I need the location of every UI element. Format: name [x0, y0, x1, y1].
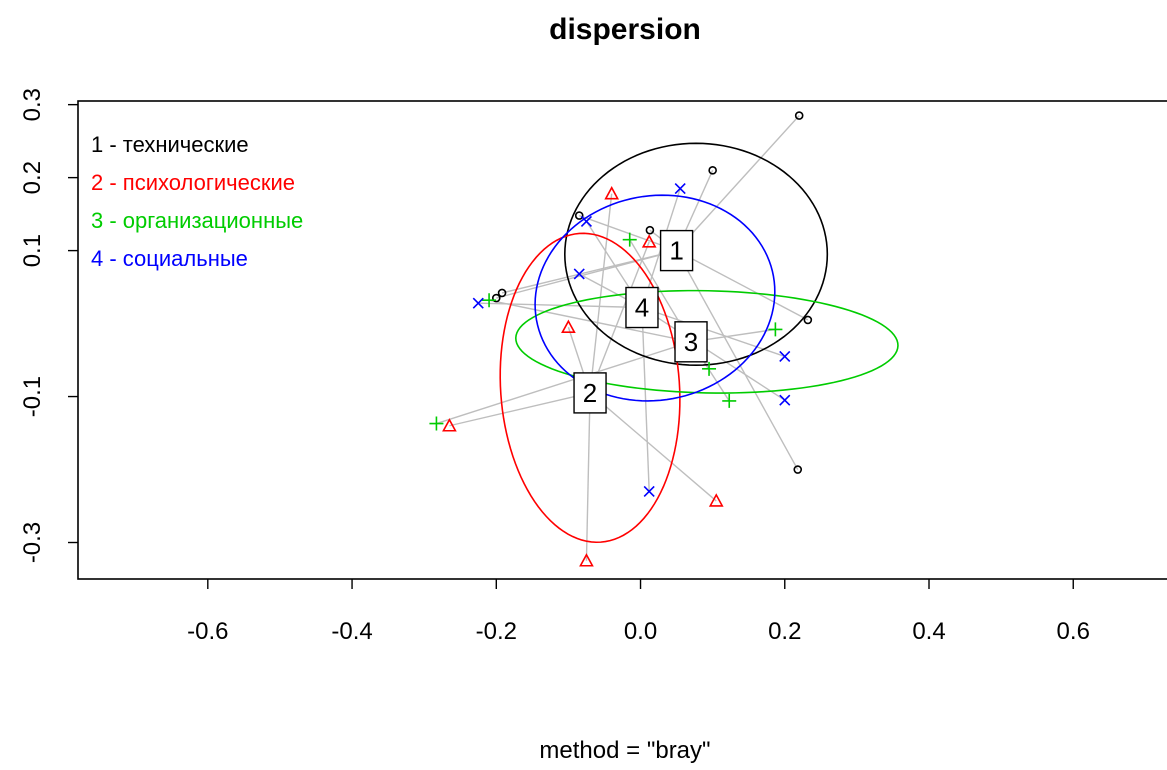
legend-entry-4: 4 - социальные — [91, 246, 248, 271]
ellipse-group-1 — [563, 142, 829, 366]
point-group-2 — [641, 234, 657, 248]
point-group-1 — [708, 166, 717, 175]
y-tick-label: 0.3 — [19, 88, 46, 121]
y-tick-label: 0.1 — [19, 234, 46, 267]
ellipse-group-2 — [499, 232, 681, 544]
segment-group-3 — [488, 299, 692, 343]
y-tick-label: -0.3 — [19, 522, 46, 563]
centroid-label-3: 3 — [684, 327, 698, 357]
segment-group-3 — [436, 341, 692, 425]
point-group-2 — [561, 319, 576, 334]
segment-group-2 — [589, 193, 613, 393]
segment-group-2 — [449, 392, 591, 427]
x-tick-label: 0.2 — [768, 618, 801, 645]
group-ellipses — [499, 142, 899, 544]
point-group-1 — [793, 465, 803, 474]
plot-frame — [77, 100, 1167, 580]
ellipse-group-3 — [514, 289, 899, 394]
point-group-4 — [580, 215, 593, 227]
point-group-2 — [442, 418, 457, 432]
data-points — [429, 111, 813, 567]
point-group-1 — [803, 315, 813, 325]
spider-segments — [436, 115, 809, 561]
segment-group-1 — [676, 249, 809, 321]
centroid-label-4: 4 — [635, 293, 649, 323]
x-axis-label: method = "bray" — [539, 737, 710, 764]
point-group-3 — [622, 232, 637, 247]
point-group-3 — [482, 293, 497, 308]
point-group-3 — [702, 361, 717, 376]
centroid-box-4 — [625, 286, 659, 329]
point-group-4 — [674, 183, 686, 195]
point-group-2 — [579, 553, 594, 567]
legend-entry-1: 1 - технические — [91, 132, 249, 157]
point-group-4 — [573, 268, 585, 280]
legend-entry-2: 2 - психологические — [91, 170, 295, 195]
centroid-label-1: 1 — [669, 236, 683, 266]
y-tick-label: -0.1 — [19, 376, 46, 417]
centroid-box-2 — [573, 372, 607, 414]
x-tick-label: 0.0 — [624, 618, 657, 645]
point-group-3 — [768, 322, 783, 337]
x-tick-label: 0.4 — [912, 618, 945, 645]
chart-title: dispersion — [549, 13, 701, 46]
point-group-1 — [574, 211, 584, 220]
ellipse-group-4 — [534, 194, 776, 402]
point-group-4 — [779, 394, 791, 406]
segment-group-2 — [585, 392, 591, 561]
group-centroids: 1 2 3 4 — [573, 229, 708, 414]
centroid-label-2: 2 — [583, 378, 597, 408]
x-tick-label: -0.6 — [187, 618, 228, 645]
segment-group-4 — [641, 306, 786, 401]
point-group-3 — [429, 416, 444, 431]
point-group-1 — [794, 111, 804, 120]
point-group-2 — [708, 493, 724, 507]
segment-group-4 — [478, 302, 642, 309]
point-group-3 — [722, 393, 737, 408]
centroid-box-1 — [659, 229, 694, 272]
point-group-4 — [472, 297, 484, 309]
point-group-4 — [779, 350, 791, 362]
point-group-1 — [497, 288, 507, 298]
y-tick-label: 0.2 — [19, 161, 46, 194]
point-group-1 — [491, 293, 501, 303]
point-group-2 — [604, 186, 620, 200]
legend: 1 - технические 2 - психологические 3 - ор… — [91, 132, 303, 271]
segment-group-2 — [589, 392, 717, 502]
point-group-4 — [643, 485, 655, 497]
legend-entry-3: 3 - организационные — [91, 208, 303, 233]
segment-group-1 — [676, 115, 800, 252]
x-tick-label: -0.2 — [476, 618, 517, 645]
point-group-1 — [645, 225, 655, 235]
x-tick-label: -0.4 — [331, 618, 372, 645]
centroid-box-3 — [674, 321, 708, 363]
x-tick-label: 0.6 — [1057, 618, 1090, 645]
segment-group-4 — [641, 307, 650, 492]
segment-group-1 — [501, 249, 677, 294]
